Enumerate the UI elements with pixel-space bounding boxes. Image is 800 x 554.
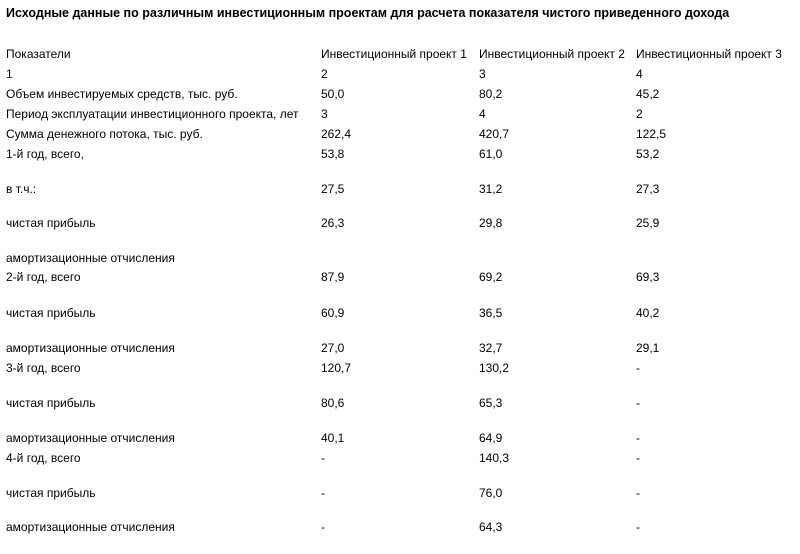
- value-cell: 122,5: [636, 127, 667, 141]
- document-title: Исходные данные по различным инвестицион…: [6, 6, 730, 20]
- value-cell: 36,5: [479, 306, 503, 320]
- table-row: Сумма денежного потока, тыс. руб. 262,4 42…: [0, 126, 800, 142]
- header-cell: Показатели: [6, 47, 71, 61]
- value-cell: -: [321, 451, 325, 465]
- table-row: чистая прибыль - 76,0 -: [0, 485, 800, 501]
- value-cell: 2: [321, 67, 328, 81]
- row-label: Период эксплуатации инвестиционного прое…: [6, 107, 299, 121]
- value-cell: -: [321, 520, 325, 534]
- row-label: чистая прибыль: [6, 306, 96, 320]
- value-cell: -: [321, 486, 325, 500]
- value-cell: 4: [479, 107, 486, 121]
- value-cell: 64,9: [479, 431, 503, 445]
- value-cell: -: [636, 396, 640, 410]
- table-header-row: Показатели Инвестиционный проект 1 Инвес…: [0, 46, 800, 62]
- table-row: Объем инвестируемых средств, тыс. руб. 50…: [0, 86, 800, 102]
- value-cell: 61,0: [479, 147, 503, 161]
- row-label: Объем инвестируемых средств, тыс. руб.: [6, 87, 238, 101]
- table-row: 1 2 3 4: [0, 66, 800, 82]
- value-cell: 69,2: [479, 270, 503, 284]
- value-cell: 3: [321, 107, 328, 121]
- row-label: 4-й год, всего: [6, 451, 81, 465]
- table-row: 1-й год, всего, 53,8 61,0 53,2: [0, 146, 800, 162]
- value-cell: 50,0: [321, 87, 345, 101]
- table-row: чистая прибыль 60,9 36,5 40,2: [0, 305, 800, 321]
- header-cell: Инвестиционный проект 1: [321, 47, 467, 61]
- value-cell: 420,7: [479, 127, 510, 141]
- value-cell: 29,8: [479, 216, 503, 230]
- table-row: амортизационные отчисления 27,0 32,7 29,1: [0, 340, 800, 356]
- table-row: амортизационные отчисления - 64,3 -: [0, 519, 800, 535]
- value-cell: 29,1: [636, 341, 660, 355]
- value-cell: 120,7: [321, 361, 352, 375]
- value-cell: -: [636, 520, 640, 534]
- value-cell: 27,0: [321, 341, 345, 355]
- value-cell: 262,4: [321, 127, 352, 141]
- table-row: амортизационные отчисления 40,1 64,9 -: [0, 430, 800, 446]
- value-cell: 26,3: [321, 216, 345, 230]
- row-label: чистая прибыль: [6, 216, 96, 230]
- row-label: амортизационные отчисления: [6, 341, 175, 355]
- value-cell: 53,8: [321, 147, 345, 161]
- value-cell: 27,3: [636, 182, 660, 196]
- value-cell: 4: [636, 67, 643, 81]
- value-cell: 76,0: [479, 486, 503, 500]
- table-row: в т.ч.: 27,5 31,2 27,3: [0, 181, 800, 197]
- value-cell: 64,3: [479, 520, 503, 534]
- value-cell: 69,3: [636, 270, 660, 284]
- value-cell: 40,1: [321, 431, 345, 445]
- table-row: 3-й год, всего 120,7 130,2 -: [0, 360, 800, 376]
- value-cell: 80,6: [321, 396, 345, 410]
- table-row: чистая прибыль 26,3 29,8 25,9: [0, 215, 800, 231]
- value-cell: -: [636, 486, 640, 500]
- value-cell: 2: [636, 107, 643, 121]
- value-cell: 25,9: [636, 216, 660, 230]
- value-cell: 32,7: [479, 341, 503, 355]
- value-cell: 3: [479, 67, 486, 81]
- table-row: амортизационные отчисления: [0, 250, 800, 266]
- header-cell: Инвестиционный проект 2: [479, 47, 625, 61]
- value-cell: 130,2: [479, 361, 510, 375]
- row-label: чистая прибыль: [6, 396, 96, 410]
- value-cell: 40,2: [636, 306, 660, 320]
- row-label: 3-й год, всего: [6, 361, 81, 375]
- table-row: Период эксплуатации инвестиционного прое…: [0, 106, 800, 122]
- row-label: Сумма денежного потока, тыс. руб.: [6, 127, 203, 141]
- value-cell: 140,3: [479, 451, 510, 465]
- row-label: 1-й год, всего,: [6, 147, 84, 161]
- value-cell: 80,2: [479, 87, 503, 101]
- row-label: 2-й год, всего: [6, 270, 81, 284]
- header-cell: Инвестиционный проект 3: [636, 47, 782, 61]
- table-row: 4-й год, всего - 140,3 -: [0, 450, 800, 466]
- row-label: амортизационные отчисления: [6, 520, 175, 534]
- value-cell: 27,5: [321, 182, 345, 196]
- row-label: амортизационные отчисления: [6, 251, 175, 265]
- value-cell: 45,2: [636, 87, 660, 101]
- table-row: 2-й год, всего 87,9 69,2 69,3: [0, 269, 800, 285]
- row-label: амортизационные отчисления: [6, 431, 175, 445]
- row-label: чистая прибыль: [6, 486, 96, 500]
- value-cell: 53,2: [636, 147, 660, 161]
- value-cell: 31,2: [479, 182, 503, 196]
- row-label: в т.ч.:: [6, 182, 37, 196]
- value-cell: -: [636, 431, 640, 445]
- value-cell: -: [636, 451, 640, 465]
- value-cell: 65,3: [479, 396, 503, 410]
- table-row: чистая прибыль 80,6 65,3 -: [0, 395, 800, 411]
- value-cell: 60,9: [321, 306, 345, 320]
- row-label: 1: [6, 67, 13, 81]
- value-cell: 87,9: [321, 270, 345, 284]
- value-cell: -: [636, 361, 640, 375]
